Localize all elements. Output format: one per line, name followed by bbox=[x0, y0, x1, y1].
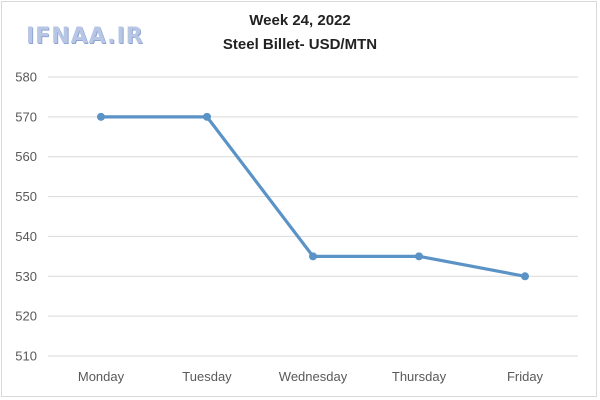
x-tick-label-tuesday: Tuesday bbox=[182, 369, 232, 384]
watermark-logo: IFNAA.IR bbox=[26, 24, 144, 49]
chart-subtitle: Steel Billet- USD/MTN bbox=[222, 36, 378, 53]
data-point-monday bbox=[97, 112, 105, 121]
y-tick-label-520: 520 bbox=[15, 309, 37, 324]
data-point-wednesday bbox=[309, 252, 317, 261]
y-tick-label-570: 570 bbox=[15, 109, 37, 124]
x-tick-label-monday: Monday bbox=[78, 369, 125, 384]
y-axis-tick-labels: 510 520 530 540 550 560 570 580 bbox=[15, 70, 37, 364]
data-point-friday bbox=[521, 272, 529, 281]
series-layer bbox=[97, 112, 529, 281]
x-axis-tick-labels: Monday Tuesday Wednesday Thursday Friday bbox=[78, 369, 544, 384]
x-tick-label-thursday: Thursday bbox=[392, 369, 447, 384]
data-point-tuesday bbox=[203, 112, 211, 121]
data-point-thursday bbox=[415, 252, 423, 261]
y-tick-label-550: 550 bbox=[15, 189, 37, 204]
y-tick-label-540: 540 bbox=[15, 229, 37, 244]
y-tick-label-530: 530 bbox=[15, 269, 37, 284]
y-tick-label-510: 510 bbox=[15, 349, 37, 364]
x-tick-label-friday: Friday bbox=[507, 369, 544, 384]
y-tick-label-560: 560 bbox=[15, 149, 37, 164]
x-tick-label-wednesday: Wednesday bbox=[279, 369, 348, 384]
chart-title: Week 24, 2022 bbox=[249, 12, 351, 29]
y-tick-label-580: 580 bbox=[15, 70, 37, 85]
grid-lines bbox=[48, 76, 578, 357]
